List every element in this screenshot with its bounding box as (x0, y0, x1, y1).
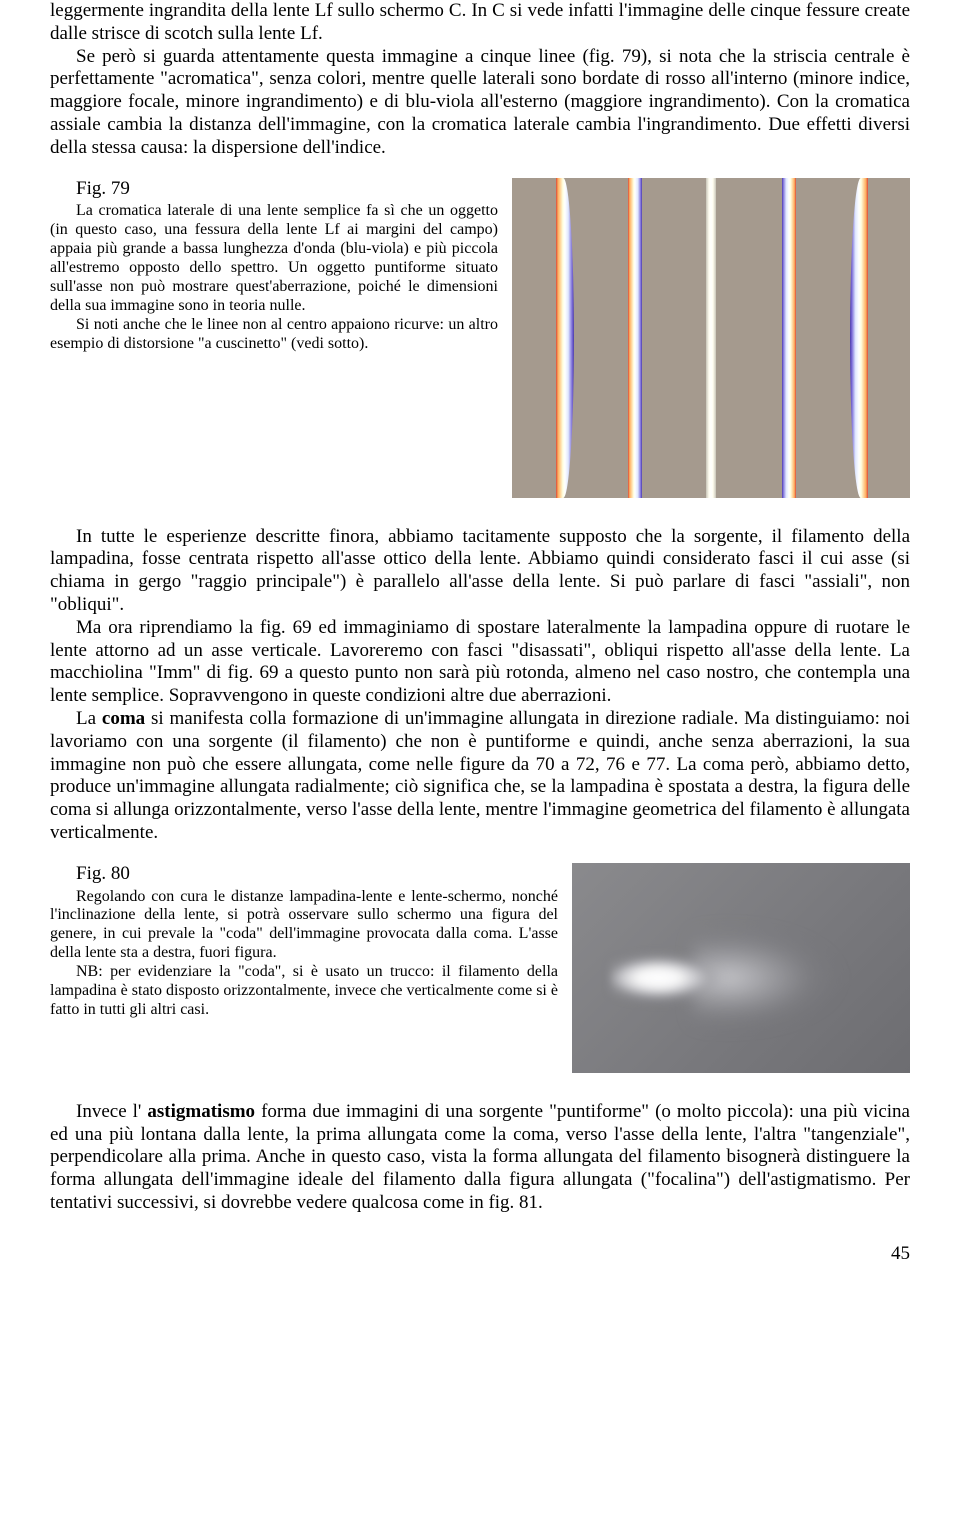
coma-term: coma (102, 708, 145, 729)
figure-79-caption2: Si noti anche che le linee non al centro… (50, 316, 498, 354)
coma-core-blur (610, 943, 830, 1013)
chromatic-stripe-outer-left (556, 178, 574, 498)
para2b: Ma ora riprendiamo la fig. 69 ed immagin… (50, 617, 910, 708)
figure-79-caption1: La cromatica laterale di una lente sempl… (50, 202, 498, 315)
figure-80-caption2: NB: per evidenziare la "coda", si è usat… (50, 963, 558, 1020)
figure-79-label: Fig. 79 (76, 178, 498, 201)
astigmatismo-term: astigmatismo (147, 1101, 255, 1122)
chromatic-stripe-center (706, 178, 716, 498)
page-container: leggermente ingrandita della lente Lf su… (0, 0, 960, 1295)
figure-80-section: Fig. 80 Regolando con cura le distanze l… (50, 863, 910, 1073)
page-number: 45 (50, 1243, 910, 1265)
chromatic-stripe-inner-right (782, 178, 796, 498)
figure-80-caption1: Regolando con cura le distanze lampadina… (50, 888, 558, 964)
para2c-post: si manifesta colla formazione di un'imma… (50, 708, 910, 843)
para2c-pre: La (76, 708, 102, 729)
figure-79-image (512, 178, 910, 498)
figure-80-image (572, 863, 910, 1073)
para1-line1: leggermente ingrandita della lente Lf su… (50, 0, 910, 46)
para3: Invece l' astigmatismo forma due immagin… (50, 1101, 910, 1215)
figure-80-text: Fig. 80 Regolando con cura le distanze l… (50, 863, 558, 1073)
para3-pre: Invece l' (76, 1101, 147, 1122)
middle-paragraph-block: In tutte le esperienze descritte finora,… (50, 526, 910, 845)
chromatic-stripe-inner-left (628, 178, 642, 498)
figure-79-section: Fig. 79 La cromatica laterale di una len… (50, 178, 910, 498)
final-paragraph-block: Invece l' astigmatismo forma due immagin… (50, 1101, 910, 1215)
figure-79-text: Fig. 79 La cromatica laterale di una len… (50, 178, 498, 498)
para1-line2: Se però si guarda attentamente questa im… (50, 46, 910, 160)
para2a: In tutte le esperienze descritte finora,… (50, 526, 910, 617)
chromatic-stripe-outer-right (850, 178, 868, 498)
figure-80-label: Fig. 80 (76, 863, 558, 886)
para2c: La coma si manifesta colla formazione di… (50, 708, 910, 845)
intro-paragraph-block: leggermente ingrandita della lente Lf su… (50, 0, 910, 160)
